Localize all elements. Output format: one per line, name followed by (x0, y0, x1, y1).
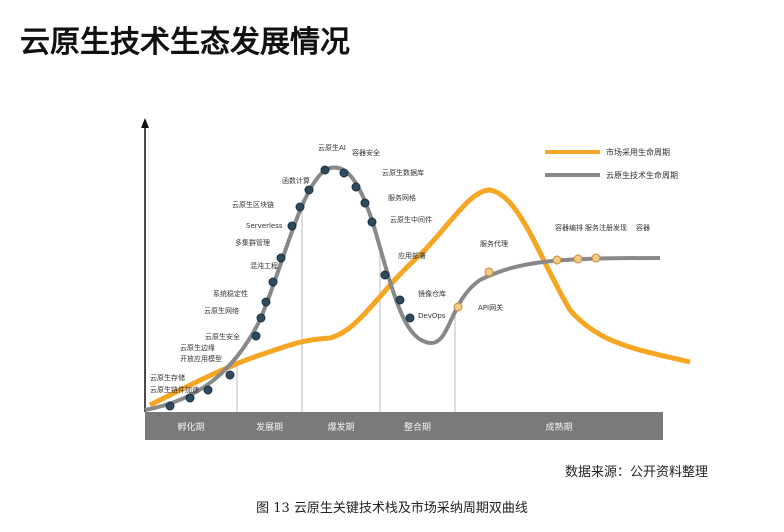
point-label: 云原生网络 (204, 306, 239, 315)
point-dot (287, 221, 297, 231)
point-dot (225, 370, 235, 380)
point-dot (395, 295, 405, 305)
point-dot (405, 313, 415, 323)
title: 云原生技术生态发展情况 (20, 25, 350, 60)
legend-label: 云原生技术生命周期 (606, 170, 678, 180)
point-label: 云原生中间件 (390, 215, 432, 224)
point-dot (351, 182, 361, 192)
point-dot (484, 267, 494, 277)
point-dot (380, 270, 390, 280)
axis-arrow (141, 118, 149, 128)
point-label: 开放应用模型 (180, 354, 222, 363)
point-label: 云原生边缘 (180, 343, 215, 352)
point-dot (256, 313, 266, 323)
point-label: 云原生存储 (150, 373, 185, 382)
point-label: 服务代理 (480, 239, 508, 248)
point-label: 系统稳定性 (213, 289, 248, 298)
point-dot (268, 277, 278, 287)
phase-dividers (236, 200, 456, 412)
point-dot (367, 217, 377, 227)
point-label: 镜像仓库 (418, 289, 446, 298)
point-dot (360, 198, 370, 208)
phase-label: 发展期 (256, 421, 283, 433)
point-label: 云原生区块链 (232, 200, 274, 209)
point-label: 云原生AI (318, 143, 346, 152)
point-label: 服务注册发现 (585, 223, 627, 232)
legend-label: 市场采用生命周期 (606, 147, 670, 157)
point-dot (591, 253, 601, 263)
point-dot (304, 185, 314, 195)
market-curve (148, 187, 691, 408)
point-dot (261, 297, 271, 307)
point-label: 云原生安全 (205, 332, 240, 341)
point-label: 混沌工程 (250, 261, 278, 270)
phase-label: 孵化期 (177, 421, 204, 433)
point-label: 容器 (636, 223, 650, 232)
point-label: 函数计算 (282, 176, 310, 185)
phase-bar (145, 412, 663, 440)
point-dot (165, 401, 175, 411)
point-dot (251, 331, 261, 341)
point-dot (339, 168, 349, 178)
caption: 图 13 云原生关键技术栈及市场采纳周期双曲线 (256, 500, 528, 516)
point-dot (295, 202, 305, 212)
point-dot (185, 393, 195, 403)
point-label: 云原生链件加速 (150, 385, 199, 394)
point-dot (573, 254, 583, 264)
phase-label: 成熟期 (545, 421, 572, 433)
point-label: 应用部署 (398, 251, 426, 260)
point-dot (320, 165, 330, 175)
phase-group: 孵化期 发展期 爆发期 整合期 成熟期 (177, 421, 572, 433)
phase-label: 爆发期 (327, 421, 354, 433)
point-label: DevOps (418, 312, 446, 320)
point-label: 多集群管理 (235, 238, 270, 247)
point-label: 服务网格 (388, 193, 416, 202)
point-label: API网关 (478, 303, 503, 312)
point-dot (552, 255, 562, 265)
point-dot (203, 385, 213, 395)
phase-label: 整合期 (404, 421, 431, 433)
point-dot (276, 253, 286, 263)
point-label: Serverless (246, 222, 283, 230)
tech-curve (144, 165, 661, 412)
point-dot (453, 302, 463, 312)
point-label: 云原生数据库 (382, 168, 424, 177)
source: 数据来源：公开资料整理 (565, 465, 708, 480)
point-label: 容器编排 (555, 223, 583, 232)
point-label: 容器安全 (352, 148, 380, 157)
